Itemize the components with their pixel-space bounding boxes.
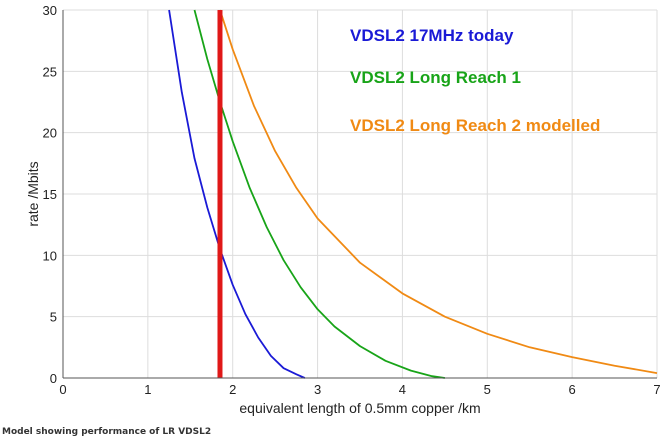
x-tick-label-3: 3 — [314, 382, 321, 397]
y-tick-label-2: 10 — [43, 248, 57, 263]
series-line-2 — [219, 9, 658, 374]
x-tick-label-0: 0 — [59, 382, 66, 397]
y-axis-label: rate /Mbits — [25, 161, 41, 226]
grid — [63, 9, 658, 378]
x-tick-labels: 0 1 2 3 4 5 6 7 — [59, 382, 660, 397]
figure-caption: Model showing performance of LR VDSL2 — [2, 427, 212, 437]
x-axis-label: equivalent length of 0.5mm copper /km — [239, 400, 480, 416]
y-tick-label-6: 30 — [43, 3, 57, 18]
legend-entry-2: VDSL2 Long Reach 2 modelled — [350, 116, 600, 135]
legend: VDSL2 17MHz today VDSL2 Long Reach 1 VDSL2… — [350, 26, 600, 135]
y-tick-label-3: 15 — [43, 187, 57, 202]
series-lines — [168, 9, 658, 379]
x-tick-label-1: 1 — [144, 382, 151, 397]
series-line-1 — [193, 9, 446, 379]
x-tick-label-5: 5 — [484, 382, 491, 397]
y-tick-label-1: 5 — [50, 310, 57, 325]
legend-entry-0: VDSL2 17MHz today — [350, 26, 514, 45]
x-tick-label-6: 6 — [569, 382, 576, 397]
y-tick-label-0: 0 — [50, 371, 57, 386]
x-tick-label-7: 7 — [653, 382, 660, 397]
x-tick-label-4: 4 — [399, 382, 406, 397]
y-tick-labels: 0 5 10 15 20 25 30 — [43, 3, 57, 386]
x-tick-label-2: 2 — [229, 382, 236, 397]
y-tick-label-4: 20 — [43, 126, 57, 141]
series-line-0 — [168, 9, 306, 379]
legend-entry-1: VDSL2 Long Reach 1 — [350, 68, 521, 87]
axes — [62, 10, 657, 379]
y-tick-label-5: 25 — [43, 64, 57, 79]
